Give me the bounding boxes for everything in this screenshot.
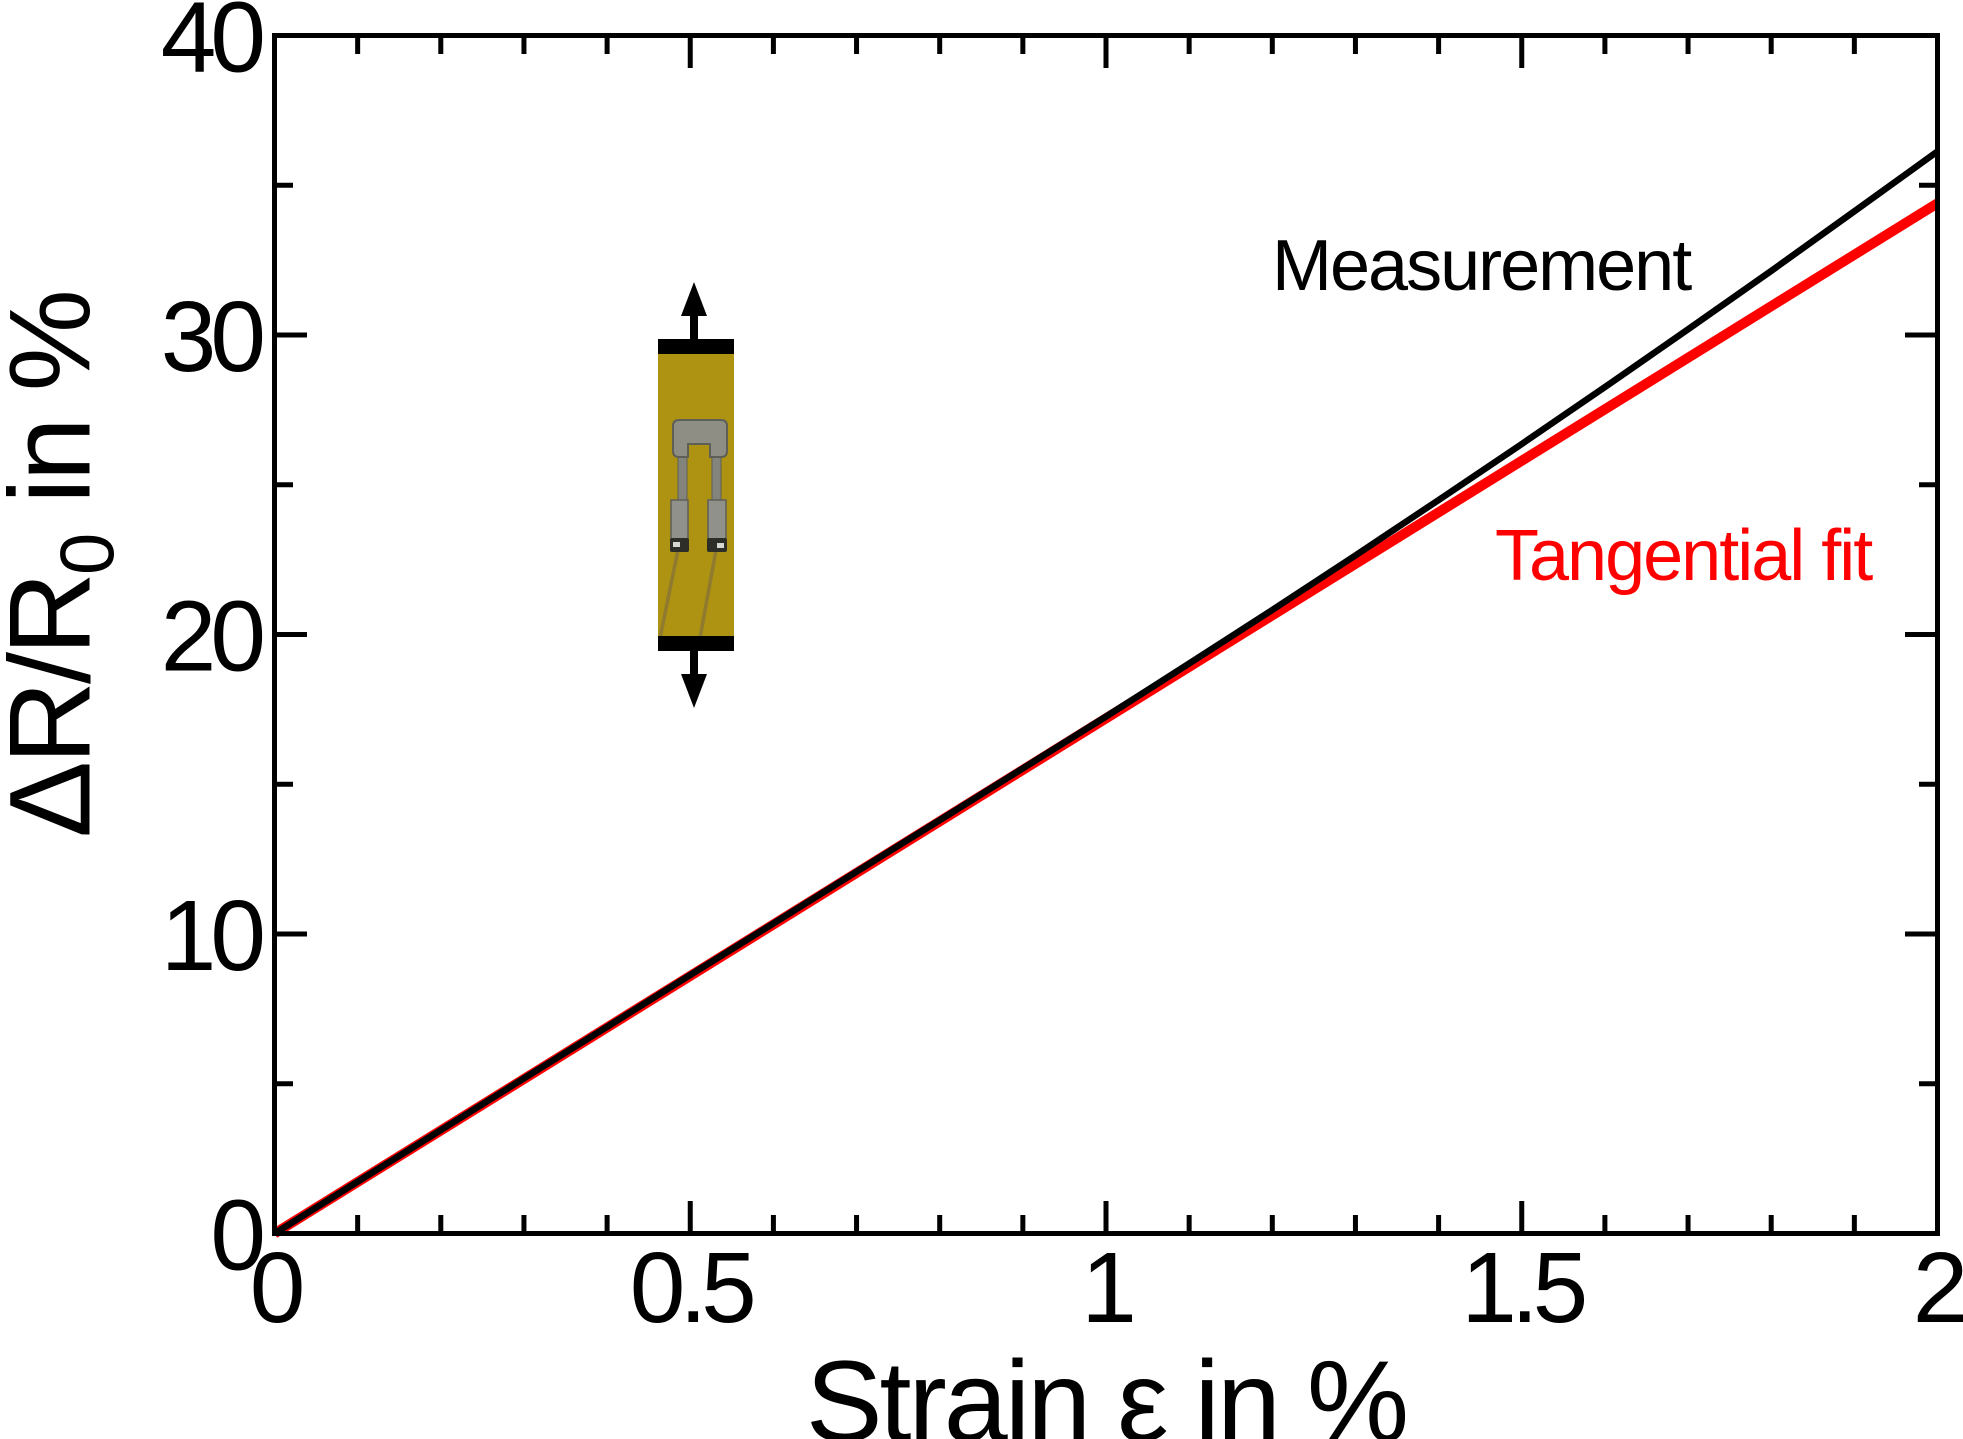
series-line-measurement (272, 148, 1940, 1237)
y-axis-label-rest: in % (0, 292, 115, 504)
series-measurement-line (272, 148, 1940, 1237)
gauge-substrate (658, 339, 734, 651)
x-tick-label: 1 (1081, 1232, 1132, 1344)
y-tick-label: 0 (210, 1180, 262, 1292)
plot-frame (272, 33, 1940, 1236)
y-axis-label: ΔR/R0 in % (0, 292, 132, 838)
y-tick-label: 20 (161, 581, 263, 693)
x-tick-label: 1.5 (1461, 1232, 1584, 1344)
x-tick-label: 0 (250, 1232, 302, 1344)
tension-arrow-down-icon (681, 648, 707, 708)
y-tick-label: 40 (161, 0, 263, 94)
legend-tangential-fit: Tangential fit (1495, 516, 1873, 596)
x-axis-label: Strain ε in % (805, 1338, 1409, 1439)
y-axis-label-main: ΔR/R (0, 575, 115, 838)
x-tick-label: 0.5 (630, 1232, 753, 1344)
gauge-wire-left (658, 549, 680, 639)
strain-gauge-photo (658, 282, 734, 708)
gauge-clamp-bottom (658, 636, 734, 651)
y-tick-label: 10 (161, 880, 263, 992)
gauge-clamp-top (658, 339, 734, 354)
gauge-wire-right (698, 549, 718, 639)
gauge-leg-right (711, 451, 722, 503)
gauge-terminal-left-highlight (673, 542, 680, 547)
x-tick-label: 2 (1913, 1232, 1963, 1344)
gauge-pad (672, 419, 728, 458)
gauge-leg-left (677, 451, 688, 503)
legend-measurement: Measurement (1272, 226, 1692, 306)
gauge-terminal-right-highlight (717, 543, 724, 548)
axis-ticks (272, 33, 1940, 1236)
y-axis-label-subscript: 0 (45, 532, 131, 576)
tension-arrow-up-icon (681, 282, 707, 342)
y-tick-label: 30 (161, 281, 263, 393)
